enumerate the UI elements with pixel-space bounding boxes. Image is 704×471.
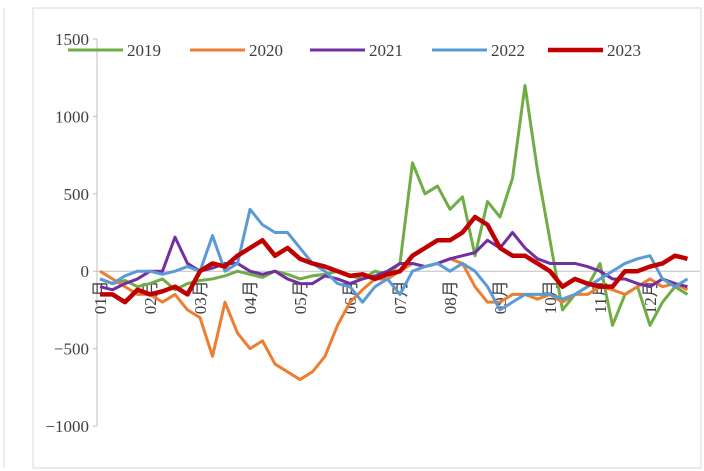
x-tick-label: 06月 bbox=[341, 280, 360, 314]
x-tick-label: 02月 bbox=[141, 280, 160, 314]
x-tick-label: 10月 bbox=[541, 280, 560, 314]
x-tick-label: 03月 bbox=[191, 280, 210, 314]
x-tick-label: 08月 bbox=[441, 280, 460, 314]
legend-label: 2020 bbox=[249, 41, 283, 60]
x-tick-label: 05月 bbox=[291, 280, 310, 314]
chart-frame bbox=[32, 7, 702, 469]
legend-label: 2019 bbox=[127, 41, 161, 60]
series-line bbox=[99, 257, 689, 382]
legend-label: 2022 bbox=[491, 41, 525, 60]
y-tick-label: −1000 bbox=[45, 417, 89, 436]
y-tick-label: 1000 bbox=[55, 107, 89, 126]
y-tick-label: 0 bbox=[81, 262, 90, 281]
x-tick-label: 12月 bbox=[641, 280, 660, 314]
x-tick-label: 04月 bbox=[241, 280, 260, 314]
legend-label: 2023 bbox=[607, 41, 641, 60]
y-tick-label: −500 bbox=[54, 340, 89, 359]
legend-label: 2021 bbox=[369, 41, 403, 60]
y-tick-label: 500 bbox=[64, 185, 90, 204]
series-line bbox=[100, 214, 689, 305]
y-tick-label: 1500 bbox=[55, 30, 89, 49]
